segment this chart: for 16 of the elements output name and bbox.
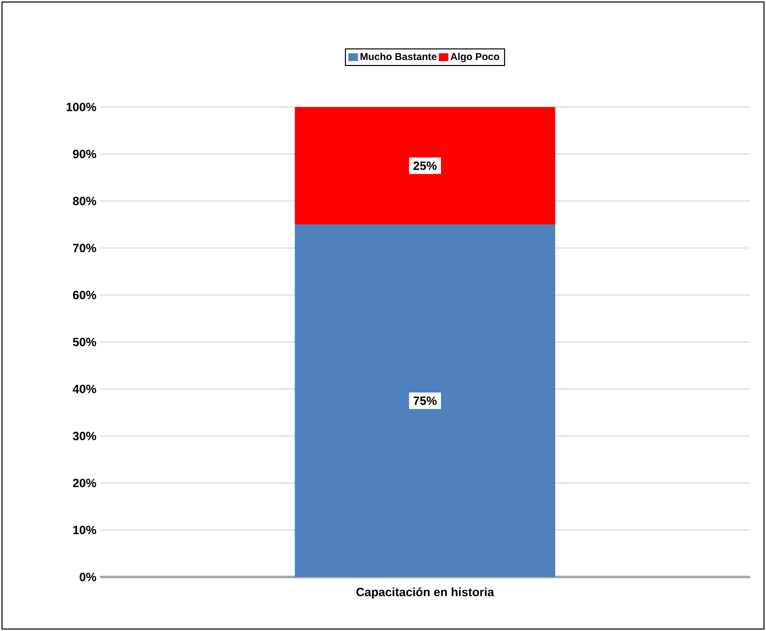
y-tick-label: 10% xyxy=(73,526,96,534)
y-tick-label: 50% xyxy=(72,338,96,346)
data-label: 75% xyxy=(414,396,437,405)
y-tick-label: 20% xyxy=(72,478,96,488)
y-tick-label: 0% xyxy=(80,572,96,582)
y-tick-label: 60% xyxy=(72,290,96,300)
legend-label: Algo Poco xyxy=(450,52,500,62)
y-tick-label: 70% xyxy=(73,244,96,252)
y-tick-label: 30% xyxy=(72,432,96,440)
y-tick-label: 40% xyxy=(72,384,96,394)
data-label: 25% xyxy=(413,162,437,170)
legend-label: Mucho Bastante xyxy=(360,52,437,60)
y-tick-label: 100% xyxy=(66,102,96,112)
x-axis-title: Capacitación en historia xyxy=(356,587,494,599)
y-tick-label: 90% xyxy=(72,150,96,158)
y-tick-label: 80% xyxy=(72,196,96,206)
